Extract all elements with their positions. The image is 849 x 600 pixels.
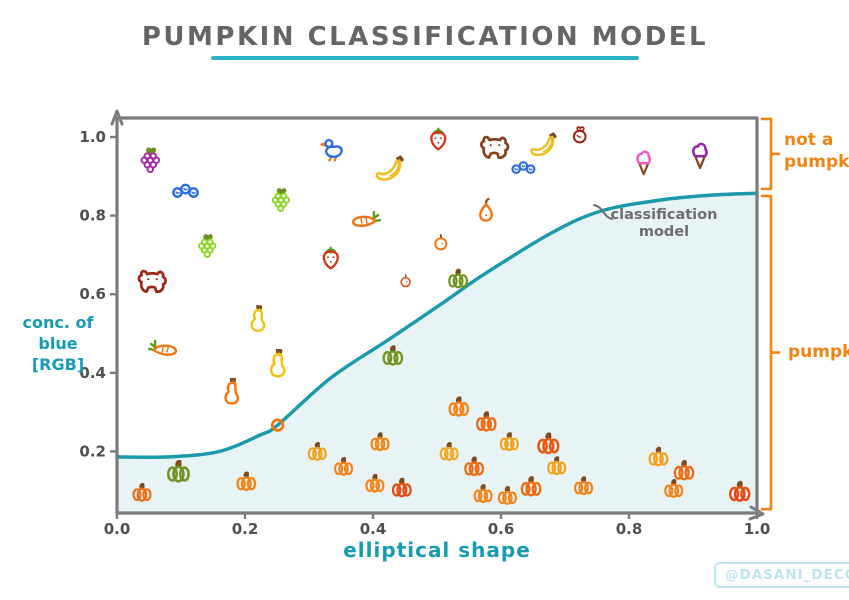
point-strawberry xyxy=(430,127,447,151)
annotation-arrow xyxy=(593,204,613,220)
x-axis-label: elliptical shape xyxy=(343,538,531,562)
point-carrot xyxy=(148,339,178,356)
x-tick-label: 1.0 xyxy=(744,520,771,538)
y-tick-label: 0.2 xyxy=(79,442,106,460)
watermark-badge: @DASANI_DECODED xyxy=(714,562,849,588)
point-persimmon xyxy=(400,274,411,288)
point-carrot xyxy=(351,210,381,228)
region-bracket-not-a-pumpkin xyxy=(760,117,781,191)
x-axis-arrow-icon xyxy=(748,505,765,521)
point-icecream xyxy=(636,150,652,176)
point-gourd xyxy=(250,305,266,333)
point-grapes xyxy=(271,187,290,212)
point-dog xyxy=(137,269,167,294)
point-banana xyxy=(530,131,558,157)
y-tick-label: 0.6 xyxy=(79,285,106,303)
classification-curve-line xyxy=(115,191,759,460)
y-tick-label: 0.4 xyxy=(79,364,106,382)
region-brackets xyxy=(760,117,781,511)
point-blueberries xyxy=(172,183,199,198)
point-grapes xyxy=(140,147,161,173)
title-underline xyxy=(211,56,639,60)
x-tick-label: 0.8 xyxy=(616,520,643,538)
y-axis-label: conc. of blue [RGB] xyxy=(18,313,98,375)
point-dog xyxy=(479,135,510,160)
point-duck xyxy=(320,138,343,162)
y-axis-label-line: conc. of xyxy=(22,313,94,332)
region-label-pumpkin: pumpkin xyxy=(788,342,849,362)
point-banana xyxy=(375,154,405,181)
point-pumpkin xyxy=(447,268,469,289)
region-bracket-pumpkin xyxy=(760,194,781,511)
y-axis-label-line: [RGB] xyxy=(31,354,85,374)
point-pear xyxy=(479,197,493,222)
x-tick-label: 0.4 xyxy=(360,520,387,538)
point-gourd xyxy=(224,377,240,405)
tick-labels: 0.0 0.2 0.4 0.6 0.8 1.0 0.2 0.4 0.6 0.8 1.0 xyxy=(79,128,770,538)
curve-annotation: classification model xyxy=(610,207,718,240)
point-persimmon xyxy=(434,234,448,251)
classification-curve xyxy=(115,191,759,460)
y-axis-arrow-icon xyxy=(110,109,124,126)
x-tick-label: 0.0 xyxy=(104,520,131,538)
pumpkin-region-fill xyxy=(117,193,757,513)
x-tick-label: 0.2 xyxy=(232,520,259,538)
y-axis-label-line: blue xyxy=(38,333,78,353)
region-label-not-a-pumpkin: not a pumpkin xyxy=(784,130,849,173)
title-block: PUMPKIN CLASSIFICATION MODEL xyxy=(30,22,820,60)
x-tick-label: 0.6 xyxy=(488,520,515,538)
point-icecream xyxy=(692,142,708,170)
y-tick-label: 1.0 xyxy=(79,128,106,146)
point-gourd xyxy=(269,348,286,378)
point-blueberries xyxy=(511,161,536,174)
point-tomato xyxy=(572,126,587,144)
carrot-icon xyxy=(148,339,178,356)
y-tick-label: 0.8 xyxy=(79,207,106,225)
page-title: PUMPKIN CLASSIFICATION MODEL xyxy=(141,22,709,52)
region-fill xyxy=(117,193,757,513)
point-strawberry xyxy=(322,246,339,270)
point-grapes xyxy=(198,233,217,258)
